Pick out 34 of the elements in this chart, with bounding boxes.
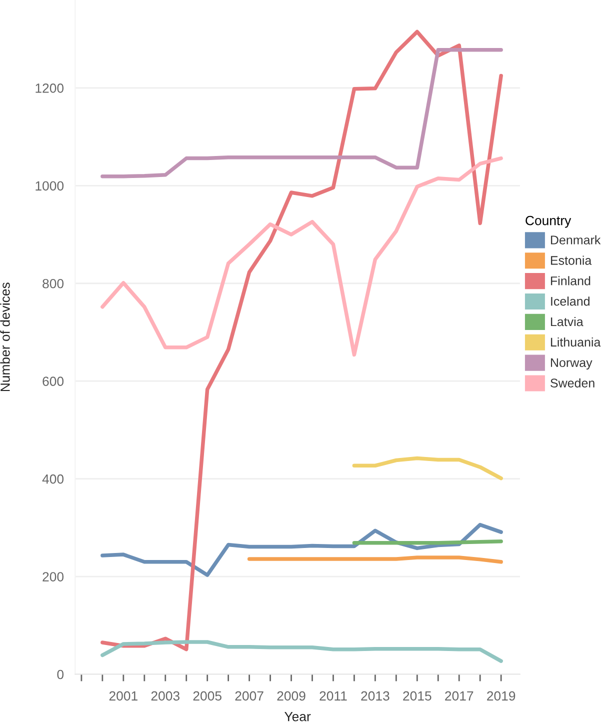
- y-tick-label: 600: [42, 376, 64, 386]
- legend-label: Norway: [550, 358, 592, 370]
- line-series: [100, 48, 503, 178]
- x-tick-label: 2011: [320, 691, 347, 701]
- x-tick-label: 2009: [277, 691, 306, 701]
- legend-label: Lithuania: [550, 337, 601, 347]
- x-tick-label: 2003: [151, 691, 180, 701]
- legend-label: Finland: [550, 276, 590, 286]
- line-series: [100, 30, 503, 652]
- legend-label: Iceland: [551, 296, 590, 306]
- legend-title: Country: [526, 216, 572, 228]
- legend-label: Sweden: [550, 378, 594, 388]
- y-tick-label: 200: [42, 572, 64, 582]
- line-series: [100, 640, 503, 663]
- y-tick-label: 800: [42, 278, 64, 288]
- y-axis-title: Number of devices: [0, 282, 10, 392]
- x-tick-label: 2017: [445, 691, 474, 701]
- line-series: [100, 156, 503, 357]
- y-tick-label: 400: [42, 474, 64, 484]
- x-tick-label: 2007: [235, 691, 264, 701]
- x-axis-title: Year: [284, 712, 311, 722]
- x-tick-label: 2001: [109, 691, 138, 701]
- legend-label: Estonia: [550, 256, 592, 265]
- legend-label: Denmark: [550, 235, 601, 244]
- y-tick-label: 1000: [36, 181, 64, 191]
- y-tick-label: 0: [57, 670, 64, 680]
- line-series: [100, 522, 503, 577]
- legend-label: Latvia: [550, 317, 584, 326]
- x-tick-label: 2013: [361, 691, 390, 701]
- y-tick-label: 1200: [36, 84, 64, 93]
- x-tick-label: 2015: [403, 691, 432, 701]
- x-tick-label: 2005: [193, 691, 222, 701]
- x-tick-label: 2019: [487, 691, 516, 701]
- line-series: [352, 456, 503, 480]
